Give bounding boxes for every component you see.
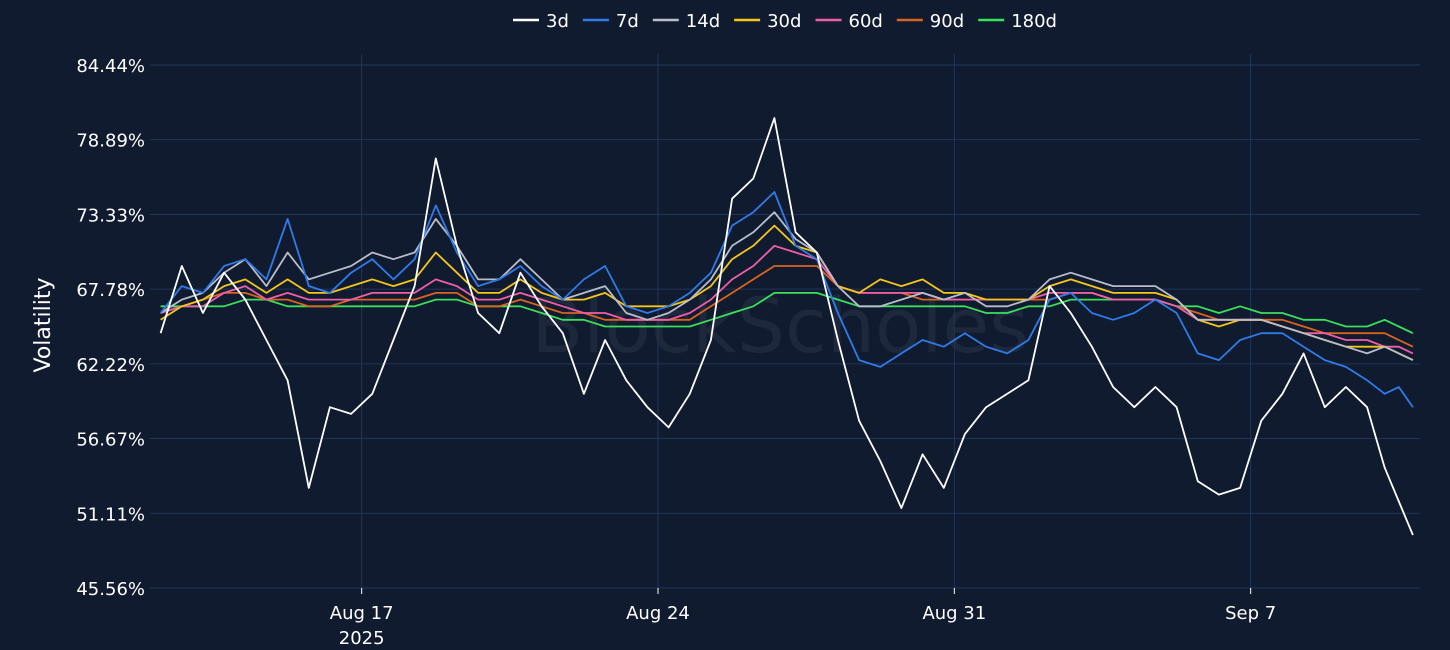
x-tick-label: Sep 7 bbox=[1225, 603, 1276, 624]
series-line-7d bbox=[159, 191, 1414, 408]
legend-item-3d[interactable]: 3d bbox=[513, 11, 569, 32]
x-axis-ticks: Aug 17 2025 Aug 24 Aug 31 Sep 7 bbox=[330, 588, 1276, 649]
legend-label: 60d bbox=[849, 11, 883, 32]
y-axis-title: Volatility bbox=[31, 277, 56, 372]
x-tick-label: Aug 17 bbox=[330, 603, 394, 624]
legend-label: 90d bbox=[930, 11, 964, 32]
y-tick-label: 51.11% bbox=[76, 504, 145, 525]
series-lines bbox=[159, 117, 1414, 536]
y-tick-label: 78.89% bbox=[76, 131, 145, 152]
legend-item-14d[interactable]: 14d bbox=[652, 11, 720, 32]
y-tick-label: 84.44% bbox=[76, 56, 145, 77]
legend-label: 14d bbox=[686, 11, 720, 32]
legend-label: 3d bbox=[546, 11, 569, 32]
legend-label: 7d bbox=[616, 11, 639, 32]
y-tick-label: 45.56% bbox=[76, 579, 145, 600]
legend-item-30d[interactable]: 30d bbox=[734, 11, 801, 32]
y-tick-label: 67.78% bbox=[76, 280, 145, 301]
y-tick-label: 73.33% bbox=[76, 205, 145, 226]
x-tick-label: Aug 31 bbox=[922, 603, 986, 624]
y-axis-ticks: 84.44% 78.89% 73.33% 67.78% 62.22% 56.67% 51.1… bbox=[76, 56, 145, 600]
series-line-180d bbox=[160, 291, 1414, 335]
legend-item-180d[interactable]: 180d bbox=[978, 11, 1057, 32]
x-tick-label: Aug 24 bbox=[626, 603, 690, 624]
legend-label: 30d bbox=[767, 11, 801, 32]
y-tick-label: 62.22% bbox=[76, 355, 145, 376]
grid bbox=[150, 54, 1420, 589]
legend-item-60d[interactable]: 60d bbox=[815, 11, 883, 32]
y-tick-label: 56.67% bbox=[76, 430, 145, 451]
legend: 3d 7d 14d 30d 60d 90d 180d bbox=[513, 11, 1057, 32]
legend-item-90d[interactable]: 90d bbox=[896, 11, 964, 32]
series-line-14d bbox=[160, 211, 1414, 361]
series-line-3d bbox=[159, 117, 1414, 536]
legend-item-7d[interactable]: 7d bbox=[582, 11, 639, 32]
x-tick-sublabel: 2025 bbox=[339, 628, 385, 649]
legend-label: 180d bbox=[1011, 11, 1057, 32]
